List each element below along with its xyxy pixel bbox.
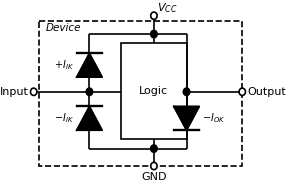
Text: GND: GND [141, 172, 167, 182]
Bar [121, 43, 186, 139]
Polygon shape [77, 107, 102, 130]
Text: $V_{CC}$: $V_{CC}$ [157, 1, 178, 15]
Circle shape [86, 88, 93, 96]
Text: $-I_{OK}$: $-I_{OK}$ [202, 111, 225, 125]
Circle shape [151, 145, 157, 152]
Text: Device: Device [46, 23, 81, 33]
Circle shape [31, 88, 37, 96]
Circle shape [151, 30, 157, 38]
Text: $-I_{IK}$: $-I_{IK}$ [54, 111, 74, 125]
Circle shape [239, 88, 245, 96]
Text: $+I_{IK}$: $+I_{IK}$ [54, 58, 74, 72]
Circle shape [183, 88, 190, 96]
Circle shape [151, 12, 157, 19]
Text: Logic: Logic [139, 86, 168, 96]
Polygon shape [77, 53, 102, 77]
Text: Input: Input [0, 87, 29, 97]
Circle shape [151, 162, 157, 170]
Polygon shape [174, 107, 199, 130]
Text: Output: Output [247, 87, 286, 97]
